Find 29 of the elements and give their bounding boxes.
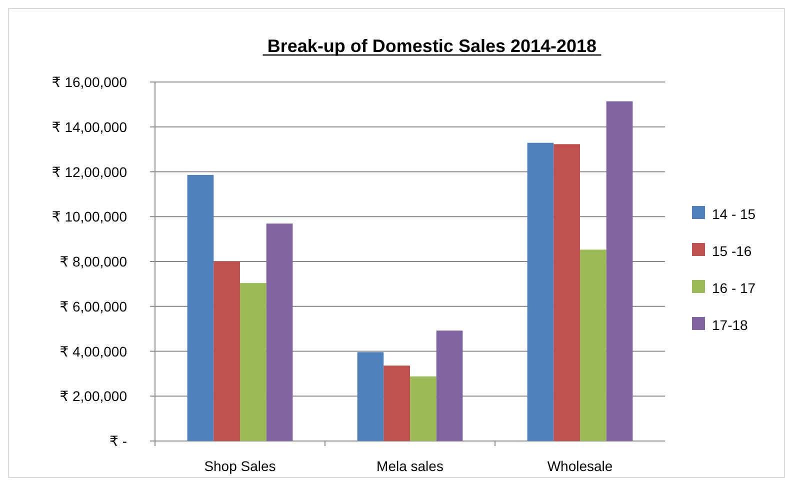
legend-label: 14 - 15: [712, 206, 756, 222]
x-tick-label: Wholesale: [547, 458, 613, 474]
bar: [357, 352, 384, 441]
bar: [580, 250, 606, 441]
bar: [187, 174, 214, 441]
y-tick-label: ₹ 2,00,000: [60, 388, 128, 404]
y-tick-label: ₹ 12,00,000: [52, 164, 128, 180]
legend-label: 15 -16: [712, 243, 752, 259]
y-tick-label: ₹ 16,00,000: [52, 74, 128, 90]
bar: [266, 224, 293, 441]
bar: [554, 144, 580, 441]
bar: [240, 283, 266, 441]
x-tick-label: Mela sales: [376, 458, 444, 474]
y-tick-label: ₹ 14,00,000: [52, 118, 128, 135]
bar: [606, 101, 633, 441]
y-tick-label: ₹ -: [110, 433, 128, 449]
legend-label: 16 - 17: [712, 280, 756, 296]
bar: [214, 262, 240, 441]
bar: [410, 376, 436, 441]
y-tick-label: ₹ 6,00,000: [60, 298, 128, 314]
chart-title: Break-up of Domestic Sales 2014-2018: [267, 36, 597, 56]
bar: [527, 142, 554, 441]
bar: [436, 330, 463, 441]
x-tick-label: Shop Sales: [204, 458, 276, 474]
legend-label: 17-18: [712, 317, 748, 333]
y-tick-label: ₹ 4,00,000: [60, 343, 128, 360]
bar: [384, 366, 410, 441]
y-tick-label: ₹ 8,00,000: [60, 254, 128, 270]
y-tick-label: ₹ 10,00,000: [52, 208, 128, 225]
